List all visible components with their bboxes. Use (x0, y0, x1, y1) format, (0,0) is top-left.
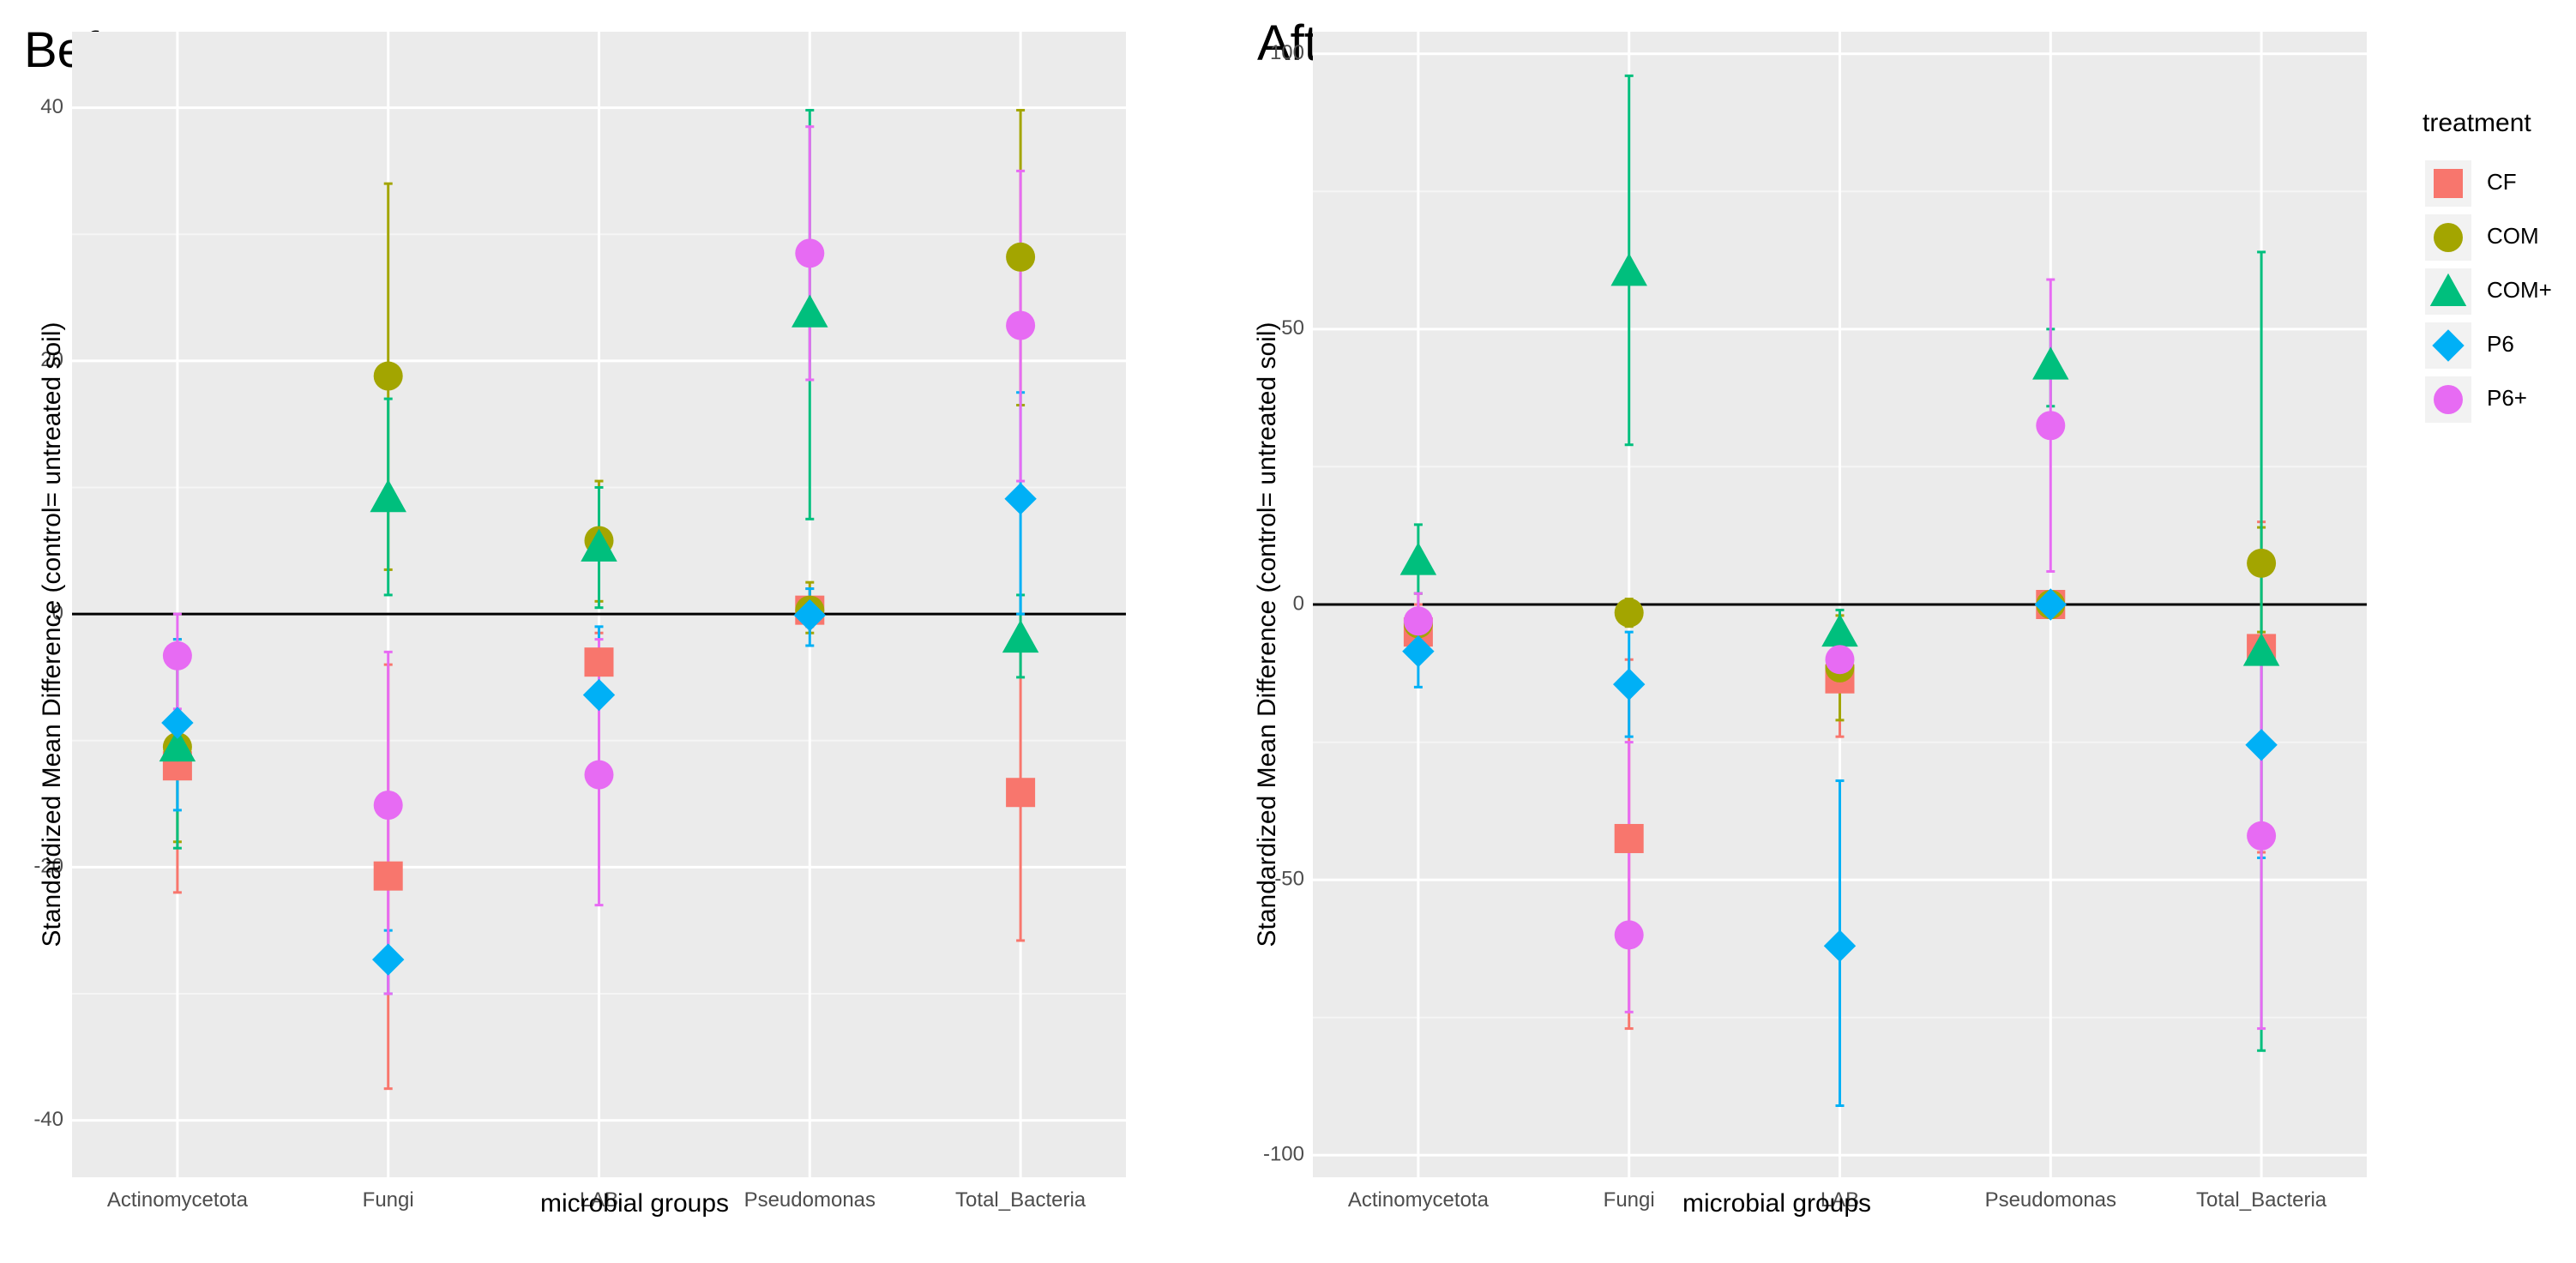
x-tick-label: Total_Bacteria (955, 1188, 1086, 1212)
data-point (2242, 633, 2280, 666)
after-y-tick-labels: -100 -50 0 50 100 (1263, 41, 1304, 1166)
legend-marker (2429, 273, 2467, 306)
x-tick-label: LAB (1821, 1188, 1859, 1212)
data-point (1399, 542, 1437, 575)
x-tick-label: Fungi (1604, 1188, 1655, 1212)
legend-label: P6 (2487, 331, 2514, 357)
data-point (162, 641, 192, 671)
data-point (1613, 668, 1646, 701)
y-tick-label: 50 (1281, 316, 1304, 340)
before-x-axis-title: microbial groups (540, 1189, 729, 1218)
y-tick-label: 0 (1293, 592, 1304, 615)
legend: treatment CF COM COM+ P6 P6+ (2423, 109, 2552, 423)
data-point (2247, 821, 2277, 851)
data-point (161, 707, 194, 739)
legend-marker (2434, 169, 2463, 198)
before-y-tick-labels: -40 -20 0 20 40 (33, 95, 63, 1131)
legend-marker (2432, 329, 2465, 362)
y-tick-label: -40 (33, 1108, 63, 1131)
data-point (372, 943, 405, 976)
after-points (1399, 253, 2280, 962)
data-point (373, 361, 403, 391)
data-point (1610, 253, 1647, 286)
legend-items: CF COM COM+ P6 P6+ (2425, 160, 2552, 423)
data-point (1403, 606, 1433, 636)
after-x-tick-labels: Actinomycetota Fungi LAB Pseudomonas Total_B… (1348, 1188, 2327, 1212)
legend-marker (2434, 223, 2463, 252)
before-y-axis-title: Standardized Mean Difference (control= u… (38, 322, 66, 947)
data-point (1614, 823, 1644, 853)
data-point (584, 760, 614, 790)
legend-title: treatment (2423, 109, 2531, 137)
legend-item: P6+ (2425, 376, 2527, 423)
y-tick-label: 20 (40, 348, 63, 371)
data-point (1614, 920, 1644, 950)
x-tick-label: Actinomycetota (107, 1188, 249, 1212)
data-point (2034, 588, 2067, 621)
y-tick-label: -20 (33, 855, 63, 878)
y-tick-label: 0 (52, 601, 63, 624)
data-point (1006, 310, 1036, 340)
data-point (1825, 645, 1855, 675)
data-point (793, 598, 826, 632)
data-point (159, 728, 196, 762)
x-tick-label: Fungi (363, 1188, 414, 1212)
data-point (2036, 411, 2066, 441)
data-point (582, 678, 616, 712)
data-point (1614, 598, 1644, 628)
legend-marker (2434, 385, 2463, 414)
legend-item: COM+ (2425, 268, 2552, 315)
data-point (1002, 619, 1039, 653)
legend-item: P6 (2425, 322, 2514, 369)
data-point (1821, 613, 1858, 647)
legend-label: CF (2487, 169, 2517, 195)
data-point (1004, 483, 1037, 515)
legend-label: COM (2487, 223, 2539, 249)
data-point (1823, 929, 1857, 962)
before-x-tick-labels: Actinomycetota Fungi LAB Pseudomonas Total_B… (107, 1188, 1086, 1212)
data-point (370, 479, 406, 513)
x-tick-label: Pseudomonas (744, 1188, 876, 1212)
data-point (791, 294, 828, 328)
data-point (373, 861, 403, 891)
x-tick-label: Actinomycetota (1348, 1188, 1490, 1212)
data-point (1006, 778, 1036, 808)
legend-item: COM (2425, 214, 2539, 261)
data-point (581, 528, 617, 562)
data-point (795, 238, 825, 268)
y-tick-label: 100 (1270, 41, 1304, 64)
before-points (159, 238, 1039, 976)
x-tick-label: Total_Bacteria (2196, 1188, 2327, 1212)
data-point (373, 790, 403, 820)
after-x-axis-title: microbial groups (1682, 1189, 1871, 1218)
legend-label: P6+ (2487, 385, 2527, 411)
y-tick-label: -50 (1274, 867, 1304, 890)
data-point (1006, 242, 1036, 272)
data-point (1402, 635, 1435, 668)
data-point (584, 647, 614, 677)
x-tick-label: LAB (580, 1188, 618, 1212)
x-tick-label: Pseudomonas (1985, 1188, 2116, 1212)
data-point (2245, 729, 2278, 761)
data-point (2032, 346, 2069, 380)
y-tick-label: 40 (40, 95, 63, 118)
legend-item: CF (2425, 160, 2517, 207)
data-point (2247, 548, 2277, 578)
after-y-axis-title: Standardized Mean Difference (control= u… (1253, 322, 1281, 947)
legend-label: COM+ (2487, 277, 2552, 303)
y-tick-label: -100 (1263, 1143, 1304, 1166)
